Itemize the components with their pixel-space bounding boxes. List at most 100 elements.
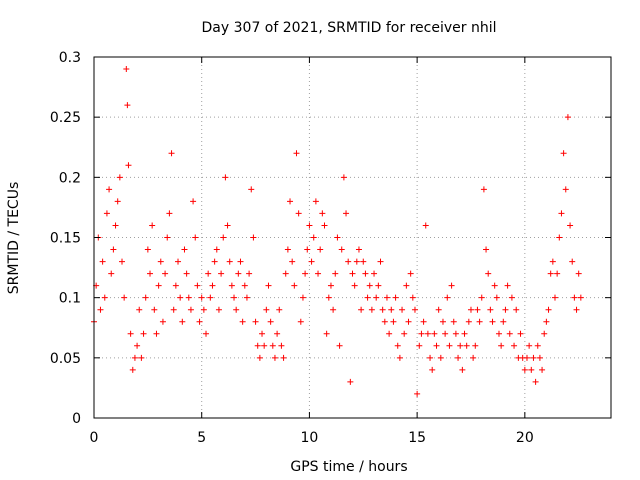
data-point <box>144 246 151 253</box>
data-point <box>315 270 322 277</box>
data-point <box>511 342 518 349</box>
data-point <box>422 222 429 229</box>
data-point <box>528 366 535 373</box>
data-point <box>500 318 507 325</box>
data-point <box>237 258 244 265</box>
data-point <box>489 318 496 325</box>
data-point <box>390 318 397 325</box>
data-point <box>261 342 268 349</box>
data-point <box>446 342 453 349</box>
data-point <box>183 270 190 277</box>
data-points <box>91 66 584 397</box>
data-point <box>399 306 406 313</box>
data-point <box>153 330 160 337</box>
data-point <box>343 210 350 217</box>
data-point <box>106 186 113 193</box>
data-point <box>347 378 354 385</box>
data-point <box>476 318 483 325</box>
data-point <box>198 294 205 301</box>
data-point <box>287 198 294 205</box>
data-point <box>162 270 169 277</box>
data-point <box>134 342 141 349</box>
data-point <box>526 342 533 349</box>
data-point <box>401 330 408 337</box>
data-point <box>250 234 257 241</box>
data-point <box>491 282 498 289</box>
data-point <box>207 294 214 301</box>
data-point <box>209 282 216 289</box>
data-point <box>330 306 337 313</box>
data-point <box>573 306 580 313</box>
data-point <box>274 330 281 337</box>
data-point <box>280 354 287 361</box>
data-point <box>190 198 197 205</box>
data-point <box>371 270 378 277</box>
data-point <box>472 342 479 349</box>
y-tick-label: 0.3 <box>59 50 81 66</box>
y-tick-label: 0.1 <box>59 291 81 307</box>
data-point <box>394 342 401 349</box>
x-tick-label: 0 <box>90 430 99 446</box>
data-point <box>351 282 358 289</box>
data-point <box>177 294 184 301</box>
data-point <box>411 306 418 313</box>
data-point <box>478 294 485 301</box>
data-point <box>534 342 541 349</box>
data-point <box>325 294 332 301</box>
data-point <box>560 150 567 157</box>
data-point <box>226 258 233 265</box>
data-point <box>147 270 154 277</box>
data-point <box>241 282 248 289</box>
data-point <box>187 306 194 313</box>
data-point <box>564 114 571 121</box>
data-point <box>495 330 502 337</box>
data-point <box>289 258 296 265</box>
x-tick-labels: 0 5 10 15 20 <box>90 430 534 446</box>
data-point <box>155 282 162 289</box>
data-point <box>220 234 227 241</box>
data-point <box>231 294 238 301</box>
data-point <box>444 294 451 301</box>
data-point <box>532 378 539 385</box>
data-point <box>149 222 156 229</box>
data-point <box>196 318 203 325</box>
data-point <box>414 390 421 397</box>
data-point <box>140 330 147 337</box>
data-point <box>487 306 494 313</box>
data-point <box>334 234 341 241</box>
data-point <box>470 354 477 361</box>
data-point <box>282 270 289 277</box>
data-point <box>295 210 302 217</box>
data-point <box>131 354 138 361</box>
data-point <box>459 366 466 373</box>
data-point <box>556 234 563 241</box>
data-point <box>360 258 367 265</box>
data-point <box>297 318 304 325</box>
data-point <box>368 306 375 313</box>
data-point <box>200 306 207 313</box>
data-point <box>353 258 360 265</box>
x-tick-label: 15 <box>408 430 426 446</box>
x-tick-label: 10 <box>301 430 319 446</box>
data-point <box>112 222 119 229</box>
data-point <box>215 306 222 313</box>
data-point <box>284 246 291 253</box>
data-point <box>321 222 328 229</box>
grid-lines <box>94 57 611 418</box>
data-point <box>224 222 231 229</box>
data-point <box>420 318 427 325</box>
y-tick-labels: 0 0.05 0.1 0.15 0.2 0.25 0.3 <box>50 50 81 427</box>
data-point <box>381 318 388 325</box>
data-point <box>323 330 330 337</box>
data-point <box>448 282 455 289</box>
data-point <box>549 258 556 265</box>
data-point <box>310 234 317 241</box>
data-point <box>569 258 576 265</box>
x-axis-label: GPS time / hours <box>290 459 407 475</box>
data-point <box>233 306 240 313</box>
data-point <box>123 66 130 73</box>
data-point <box>136 306 143 313</box>
data-point <box>263 306 270 313</box>
data-point <box>291 282 298 289</box>
